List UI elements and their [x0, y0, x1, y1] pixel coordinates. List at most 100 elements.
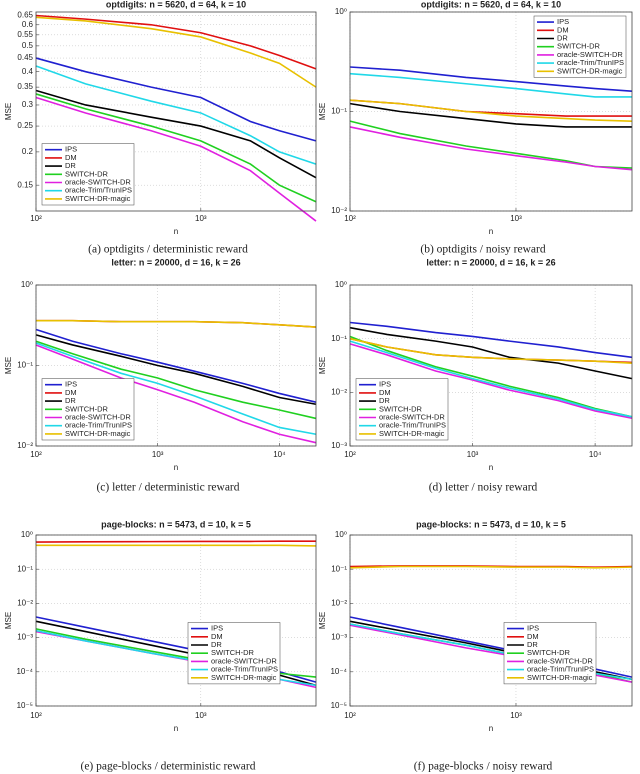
- legend-label: IPS: [527, 624, 539, 633]
- y-tick-label: 10⁰: [335, 530, 347, 539]
- caption: (e) page-blocks / deterministic reward: [81, 761, 256, 773]
- x-tick-label: 10⁴: [273, 450, 286, 459]
- series-line: [35, 344, 317, 444]
- x-axis-label: n: [174, 463, 178, 472]
- legend-label: DM: [379, 388, 391, 397]
- y-tick-label: 0.3: [22, 100, 34, 109]
- x-axis-label: n: [489, 463, 493, 472]
- chart-title: page-blocks: n = 5473, d = 10, k = 5: [416, 519, 566, 529]
- x-tick-label: 10²: [344, 214, 356, 223]
- y-tick-label: 10⁻⁵: [17, 701, 33, 710]
- legend-label: SWITCH-DR-magic: [65, 194, 131, 203]
- legend-label: DM: [527, 632, 539, 641]
- x-tick-label: 10³: [195, 711, 207, 720]
- legend-label: SWITCH-DR: [211, 648, 254, 657]
- plot-frame: [35, 284, 317, 447]
- series-line: [349, 565, 633, 569]
- legend-label: DM: [211, 632, 223, 641]
- series-line: [35, 93, 317, 203]
- y-tick-label: 10⁻¹: [17, 361, 33, 370]
- legend-label: DR: [65, 396, 76, 405]
- plot-frame: [35, 534, 317, 707]
- series-line: [349, 326, 633, 380]
- y-tick-label: 0.35: [17, 82, 33, 91]
- x-tick-label: 10³: [510, 214, 522, 223]
- legend-label: DM: [65, 153, 77, 162]
- caption: (a) optdigits / deterministic reward: [88, 244, 248, 256]
- series-line: [35, 57, 317, 142]
- legend-label: DR: [211, 640, 222, 649]
- series-line: [35, 65, 317, 165]
- y-tick-label: 0.65: [17, 11, 33, 20]
- y-axis-label: MSE: [318, 612, 327, 629]
- legend-label: oracle-Trim/TrunIPS: [65, 186, 132, 195]
- legend-label: SWITCH-DR-magic: [527, 673, 593, 682]
- y-tick-label: 10⁰: [335, 280, 347, 289]
- y-tick-label: 10⁻²: [331, 387, 347, 396]
- chart-title: letter: n = 20000, d = 16, k = 26: [426, 257, 555, 267]
- legend-label: IPS: [65, 380, 77, 389]
- series-line: [349, 102, 632, 128]
- legend-label: SWITCH-DR: [65, 404, 108, 413]
- y-tick-label: 10⁻²: [331, 599, 347, 608]
- legend-label: oracle-SWITCH-DR: [65, 412, 131, 421]
- legend-label: IPS: [379, 380, 391, 389]
- y-tick-label: 0.2: [22, 147, 34, 156]
- series-line: [35, 342, 317, 436]
- y-tick-label: 10⁻²: [17, 441, 33, 450]
- legend-label: IPS: [211, 624, 223, 633]
- x-axis-label: n: [489, 227, 493, 236]
- legend-label: DR: [557, 33, 568, 42]
- legend-label: DR: [527, 640, 538, 649]
- legend-label: DM: [65, 388, 77, 397]
- y-axis-label: MSE: [318, 103, 327, 120]
- legend-label: SWITCH-DR-magic: [379, 429, 445, 438]
- x-tick-label: 10³: [467, 450, 479, 459]
- series-line: [349, 126, 633, 171]
- legend-label: SWITCH-DR: [527, 648, 570, 657]
- y-tick-label: 10⁻¹: [331, 334, 347, 343]
- series-line: [35, 334, 317, 406]
- legend-label: SWITCH-DR-magic: [557, 66, 623, 75]
- series-line: [349, 66, 633, 92]
- x-tick-label: 10²: [344, 450, 356, 459]
- x-tick-label: 10³: [152, 450, 164, 459]
- y-axis-label: MSE: [4, 612, 13, 629]
- plot-frame: [349, 534, 633, 707]
- y-tick-label: 10⁻¹: [17, 564, 33, 573]
- x-tick-label: 10²: [30, 450, 42, 459]
- y-tick-label: 0.25: [17, 121, 33, 130]
- y-tick-label: 10⁻⁵: [331, 701, 347, 710]
- x-tick-label: 10³: [195, 214, 207, 223]
- series-line: [35, 328, 317, 403]
- legend-label: oracle-Trim/TrunIPS: [557, 58, 624, 67]
- legend-label: SWITCH-DR: [379, 404, 422, 413]
- plot-frame: [35, 11, 317, 212]
- series-line: [349, 321, 633, 359]
- y-tick-label: 10⁻³: [331, 633, 347, 642]
- x-tick-label: 10²: [30, 214, 42, 223]
- series-line: [35, 540, 316, 543]
- chart-title: optdigits: n = 5620, d = 64, k = 10: [106, 0, 246, 9]
- y-tick-label: 0.45: [17, 53, 33, 62]
- y-tick-label: 10⁰: [335, 7, 347, 16]
- legend-label: oracle-Trim/TrunIPS: [211, 665, 278, 674]
- series-line: [35, 340, 317, 420]
- series-line: [35, 89, 317, 179]
- legend-label: oracle-SWITCH-DR: [527, 656, 593, 665]
- x-axis-label: n: [489, 724, 493, 733]
- y-tick-label: 10⁻²: [17, 599, 33, 608]
- legend-label: SWITCH-DR: [65, 169, 108, 178]
- y-tick-label: 10⁻⁴: [16, 667, 33, 676]
- y-axis-label: MSE: [4, 103, 13, 120]
- caption: (c) letter / deterministic reward: [96, 482, 239, 494]
- legend-label: oracle-Trim/TrunIPS: [65, 421, 132, 430]
- chart-title: letter: n = 20000, d = 16, k = 26: [111, 257, 240, 267]
- y-tick-label: 10⁰: [21, 280, 33, 289]
- plot-frame: [349, 11, 633, 212]
- y-tick-label: 0.6: [22, 20, 34, 29]
- legend-label: oracle-Trim/TrunIPS: [527, 665, 594, 674]
- y-tick-label: 10⁻²: [331, 206, 347, 215]
- caption: (f) page-blocks / noisy reward: [414, 761, 553, 773]
